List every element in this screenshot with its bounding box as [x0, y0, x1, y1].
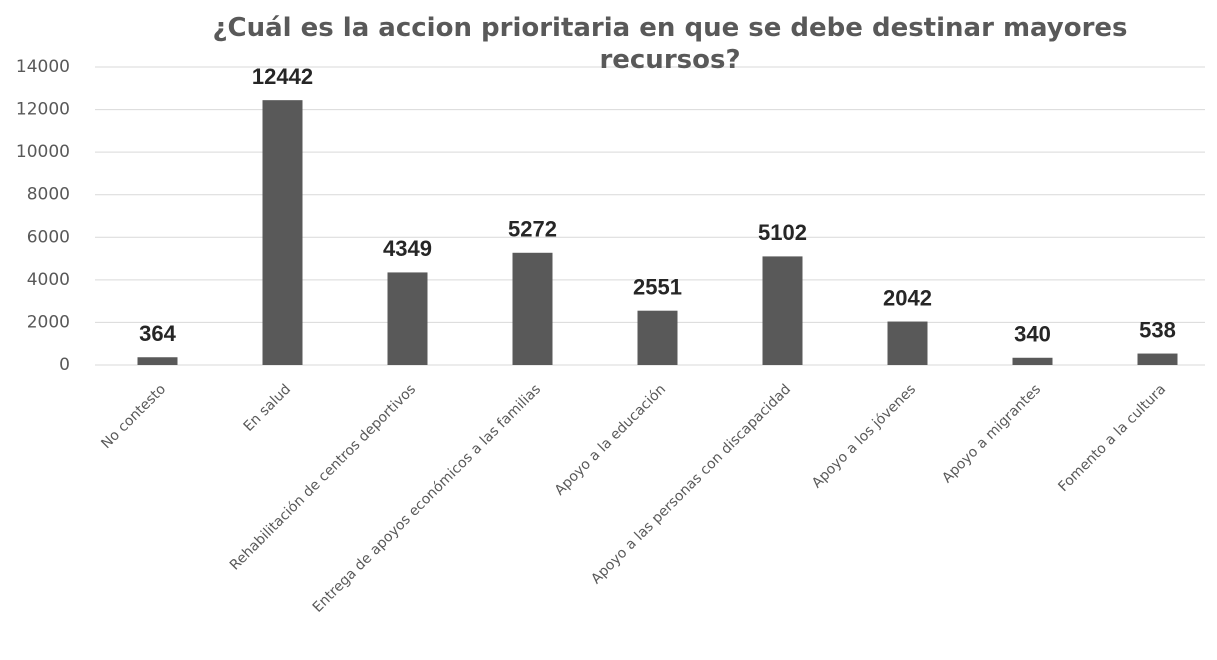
x-tick-label: Entrega de apoyos económicos a las famil… — [310, 381, 544, 615]
x-tick-label: Fomento a la cultura — [1055, 381, 1169, 495]
value-label: 2042 — [883, 285, 932, 310]
y-tick-label: 2000 — [27, 312, 70, 332]
bar — [762, 256, 803, 365]
value-label: 4349 — [383, 236, 432, 261]
bar — [887, 321, 928, 365]
y-tick-label: 4000 — [27, 270, 70, 290]
y-tick-label: 12000 — [16, 100, 70, 120]
y-tick-label: 14000 — [16, 57, 70, 77]
bar — [1012, 357, 1053, 365]
x-tick-label: Apoyo a los jóvenes — [809, 381, 919, 491]
bar — [387, 272, 428, 365]
bar — [637, 310, 678, 365]
value-label: 364 — [139, 321, 176, 346]
y-tick-label: 0 — [59, 355, 70, 375]
bar — [262, 100, 303, 365]
y-tick-label: 10000 — [16, 142, 70, 162]
x-tick-label: En salud — [241, 381, 295, 435]
chart-title: ¿Cuál es la accion prioritaria en que se… — [212, 13, 1128, 75]
value-label: 5272 — [508, 217, 557, 242]
value-label: 538 — [1139, 317, 1176, 342]
x-tick-label: Apoyo a la educación — [552, 381, 669, 498]
x-tick-label: No contesto — [98, 381, 169, 452]
value-label: 340 — [1014, 322, 1051, 347]
x-tick-label: Apoyo a las personas con discapacidad — [588, 381, 794, 587]
bar — [137, 357, 178, 365]
bar — [1137, 353, 1178, 365]
x-tick-label: Apoyo a migrantes — [939, 381, 1044, 486]
y-tick-label: 8000 — [27, 185, 70, 205]
y-tick-label: 6000 — [27, 227, 70, 247]
value-label: 5102 — [758, 220, 807, 245]
value-label: 12442 — [252, 64, 313, 89]
bar — [512, 252, 553, 365]
value-label: 2551 — [633, 275, 682, 300]
